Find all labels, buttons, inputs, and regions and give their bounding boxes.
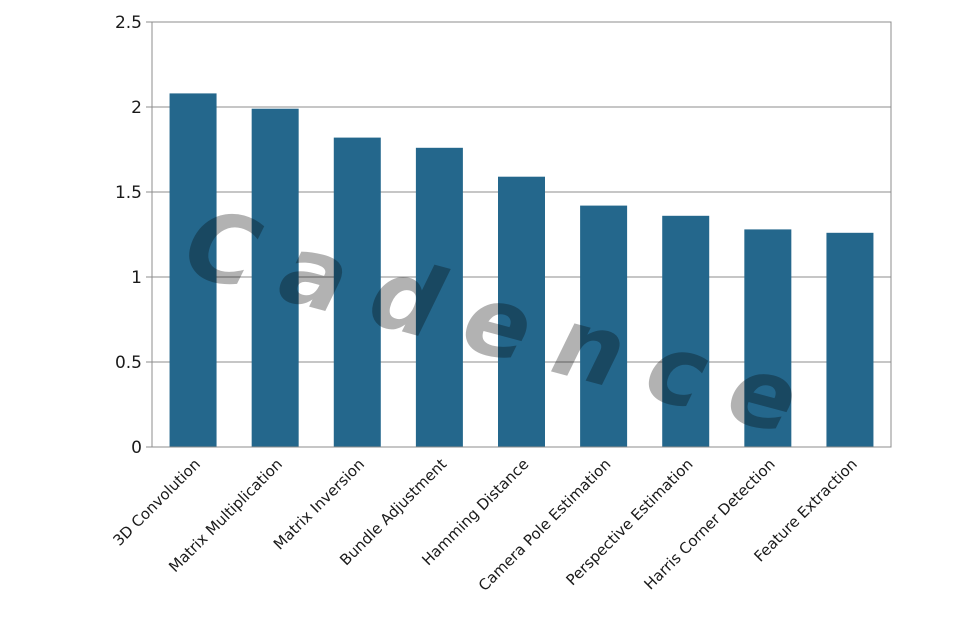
y-tick-label: 1 [131,268,142,288]
y-axis-ticks: 0 0.5 1 1.5 2 2.5 [115,13,152,458]
bar [169,93,217,448]
bar [251,108,299,447]
bar [580,205,628,447]
bar [826,232,874,447]
y-tick-label: 1.5 [115,183,142,203]
y-tick-label: 0 [131,438,142,458]
bar [333,137,381,447]
bar [415,147,463,448]
x-category-label: 3D Convolution [109,455,203,549]
bar [662,215,710,447]
x-category-label: Camera Pole Estimation [475,455,615,595]
x-category-label: Harris Corner Detection [640,455,778,593]
y-tick-label: 2.5 [115,13,142,33]
bar [498,176,545,447]
y-tick-label: 2 [131,98,142,118]
bar [744,229,792,447]
y-tick-label: 0.5 [115,353,142,373]
plot-frame [151,21,892,448]
bars [169,93,874,448]
